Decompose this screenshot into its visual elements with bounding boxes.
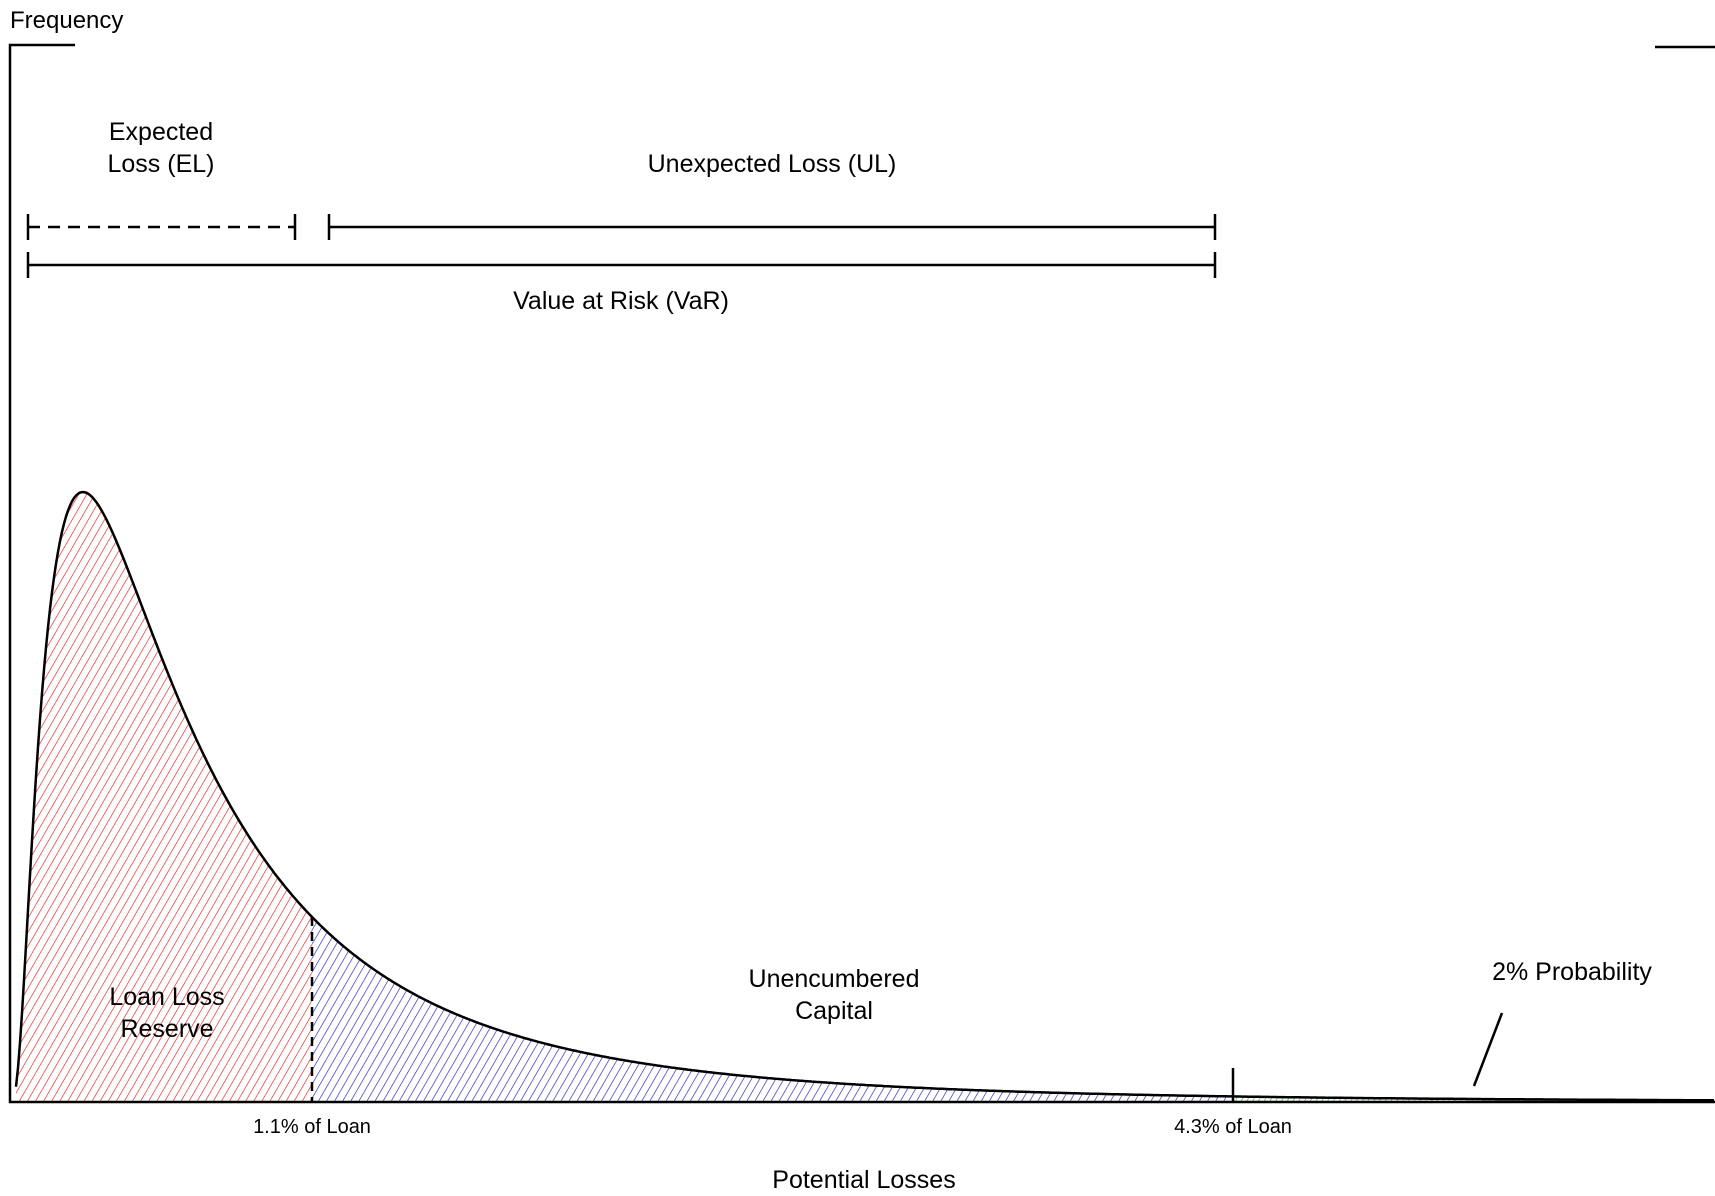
loan-loss-reserve-area [16, 492, 312, 1103]
unexpected-loss-label: Unexpected Loss (UL) [648, 150, 897, 178]
expected-loss-label-line2: Loss (EL) [108, 150, 215, 178]
unencumbered-capital-area [312, 917, 1233, 1102]
value-at-risk-bracket [26, 252, 1217, 278]
expected-loss-bracket [26, 214, 297, 240]
loan-loss-reserve-label-line1: Loan Loss [109, 983, 224, 1011]
x-axis-label: Potential Losses [772, 1166, 955, 1194]
tail-pointer-line [1472, 1012, 1504, 1087]
unencumbered-capital-label-line2: Capital [795, 997, 873, 1025]
loan-loss-reserve-label-line2: Reserve [120, 1015, 213, 1043]
var-threshold-marker-label: 4.3% of Loan [1174, 1116, 1292, 1138]
unencumbered-capital-label-line1: Unencumbered [749, 965, 920, 993]
y-axis-label: Frequency [10, 7, 123, 34]
expected-loss-label-line1: Expected [109, 118, 213, 146]
axes [8, 43, 1715, 1104]
value-at-risk-label: Value at Risk (VaR) [513, 287, 729, 315]
expected-loss-marker-label: 1.1% of Loan [253, 1116, 371, 1138]
tail-probability-label: 2% Probability [1492, 958, 1652, 986]
loss-distribution-curve [14, 490, 1714, 1102]
unexpected-loss-bracket [327, 214, 1217, 240]
y-axis [8, 43, 1715, 1104]
